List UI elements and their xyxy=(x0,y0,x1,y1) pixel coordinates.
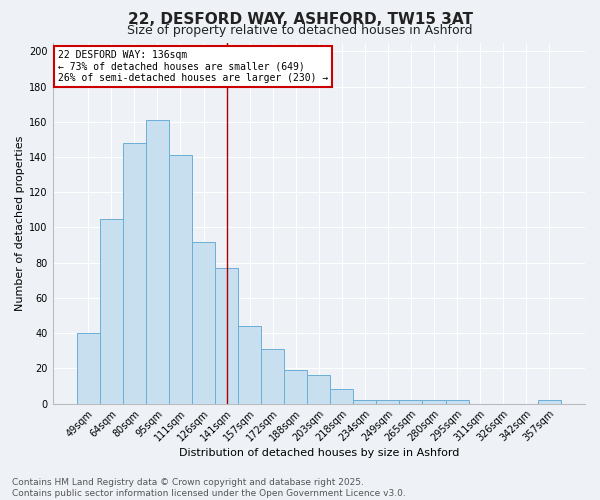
Y-axis label: Number of detached properties: Number of detached properties xyxy=(15,136,25,310)
Bar xyxy=(400,400,422,404)
Bar xyxy=(376,400,400,404)
Bar xyxy=(446,400,469,404)
Text: Size of property relative to detached houses in Ashford: Size of property relative to detached ho… xyxy=(127,24,473,37)
Bar xyxy=(146,120,169,404)
Bar xyxy=(261,349,284,404)
Text: Contains HM Land Registry data © Crown copyright and database right 2025.
Contai: Contains HM Land Registry data © Crown c… xyxy=(12,478,406,498)
X-axis label: Distribution of detached houses by size in Ashford: Distribution of detached houses by size … xyxy=(179,448,459,458)
Text: 22 DESFORD WAY: 136sqm
← 73% of detached houses are smaller (649)
26% of semi-de: 22 DESFORD WAY: 136sqm ← 73% of detached… xyxy=(58,50,328,83)
Bar xyxy=(330,390,353,404)
Bar xyxy=(422,400,446,404)
Bar xyxy=(284,370,307,404)
Text: 22, DESFORD WAY, ASHFORD, TW15 3AT: 22, DESFORD WAY, ASHFORD, TW15 3AT xyxy=(128,12,473,28)
Bar xyxy=(123,143,146,404)
Bar xyxy=(100,218,123,404)
Bar xyxy=(192,242,215,404)
Bar xyxy=(215,268,238,404)
Bar xyxy=(538,400,561,404)
Bar xyxy=(169,155,192,404)
Bar xyxy=(77,333,100,404)
Bar xyxy=(307,376,330,404)
Bar xyxy=(353,400,376,404)
Bar xyxy=(238,326,261,404)
